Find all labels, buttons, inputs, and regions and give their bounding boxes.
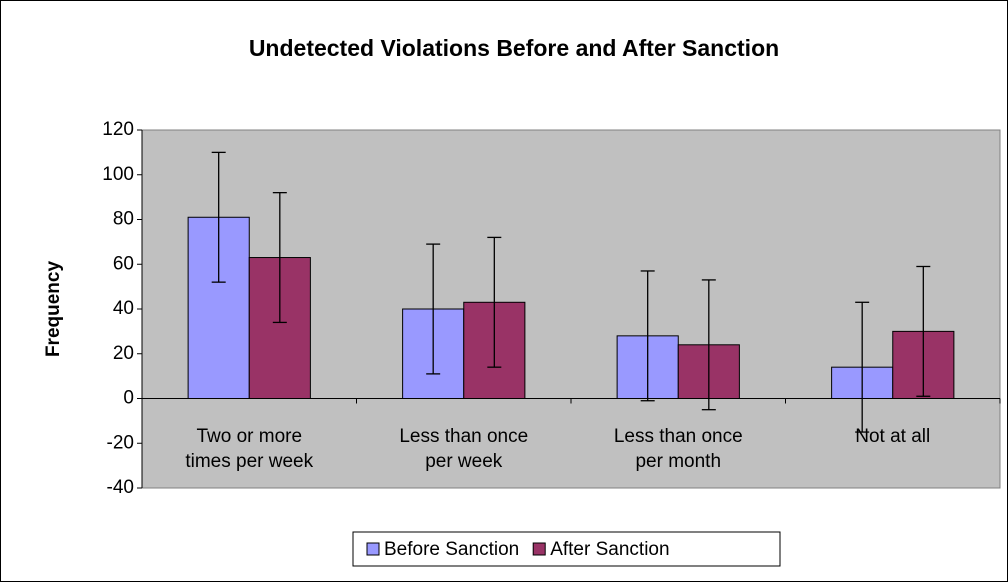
- y-tick-label: -40: [107, 477, 134, 498]
- x-tick-label: Not at all: [855, 425, 931, 447]
- error-bar: [640, 270, 655, 402]
- x-tick-label: Less than once per week: [399, 425, 529, 472]
- error-bar: [701, 279, 716, 411]
- legend-label: Before Sanction: [384, 539, 519, 560]
- y-tick-label: -20: [107, 432, 134, 453]
- y-tick-label: 100: [102, 164, 134, 185]
- bar: [187, 216, 250, 399]
- x-tick-label: Two or more times per week: [185, 425, 314, 472]
- y-tick-label: 80: [113, 209, 134, 230]
- x-tick-label: Less than once per month: [613, 425, 743, 472]
- y-axis-label: Frequency: [43, 261, 64, 358]
- error-bar: [211, 151, 226, 283]
- legend-label: After Sanction: [550, 539, 669, 560]
- error-bar: [272, 191, 287, 324]
- legend-swatch: [532, 542, 546, 556]
- y-tick-label: 60: [113, 253, 134, 274]
- chart-title: Undetected Violations Before and After S…: [249, 35, 779, 61]
- error-bar: [855, 301, 870, 433]
- y-tick-label: 40: [113, 298, 134, 319]
- legend-box: [352, 531, 781, 567]
- y-tick-label: 120: [102, 119, 134, 140]
- error-bar: [916, 265, 931, 397]
- error-bar: [426, 243, 441, 375]
- y-tick-label: 0: [123, 388, 134, 409]
- legend-swatch: [366, 542, 380, 556]
- y-tick-label: 20: [113, 343, 134, 364]
- error-bar: [487, 236, 502, 368]
